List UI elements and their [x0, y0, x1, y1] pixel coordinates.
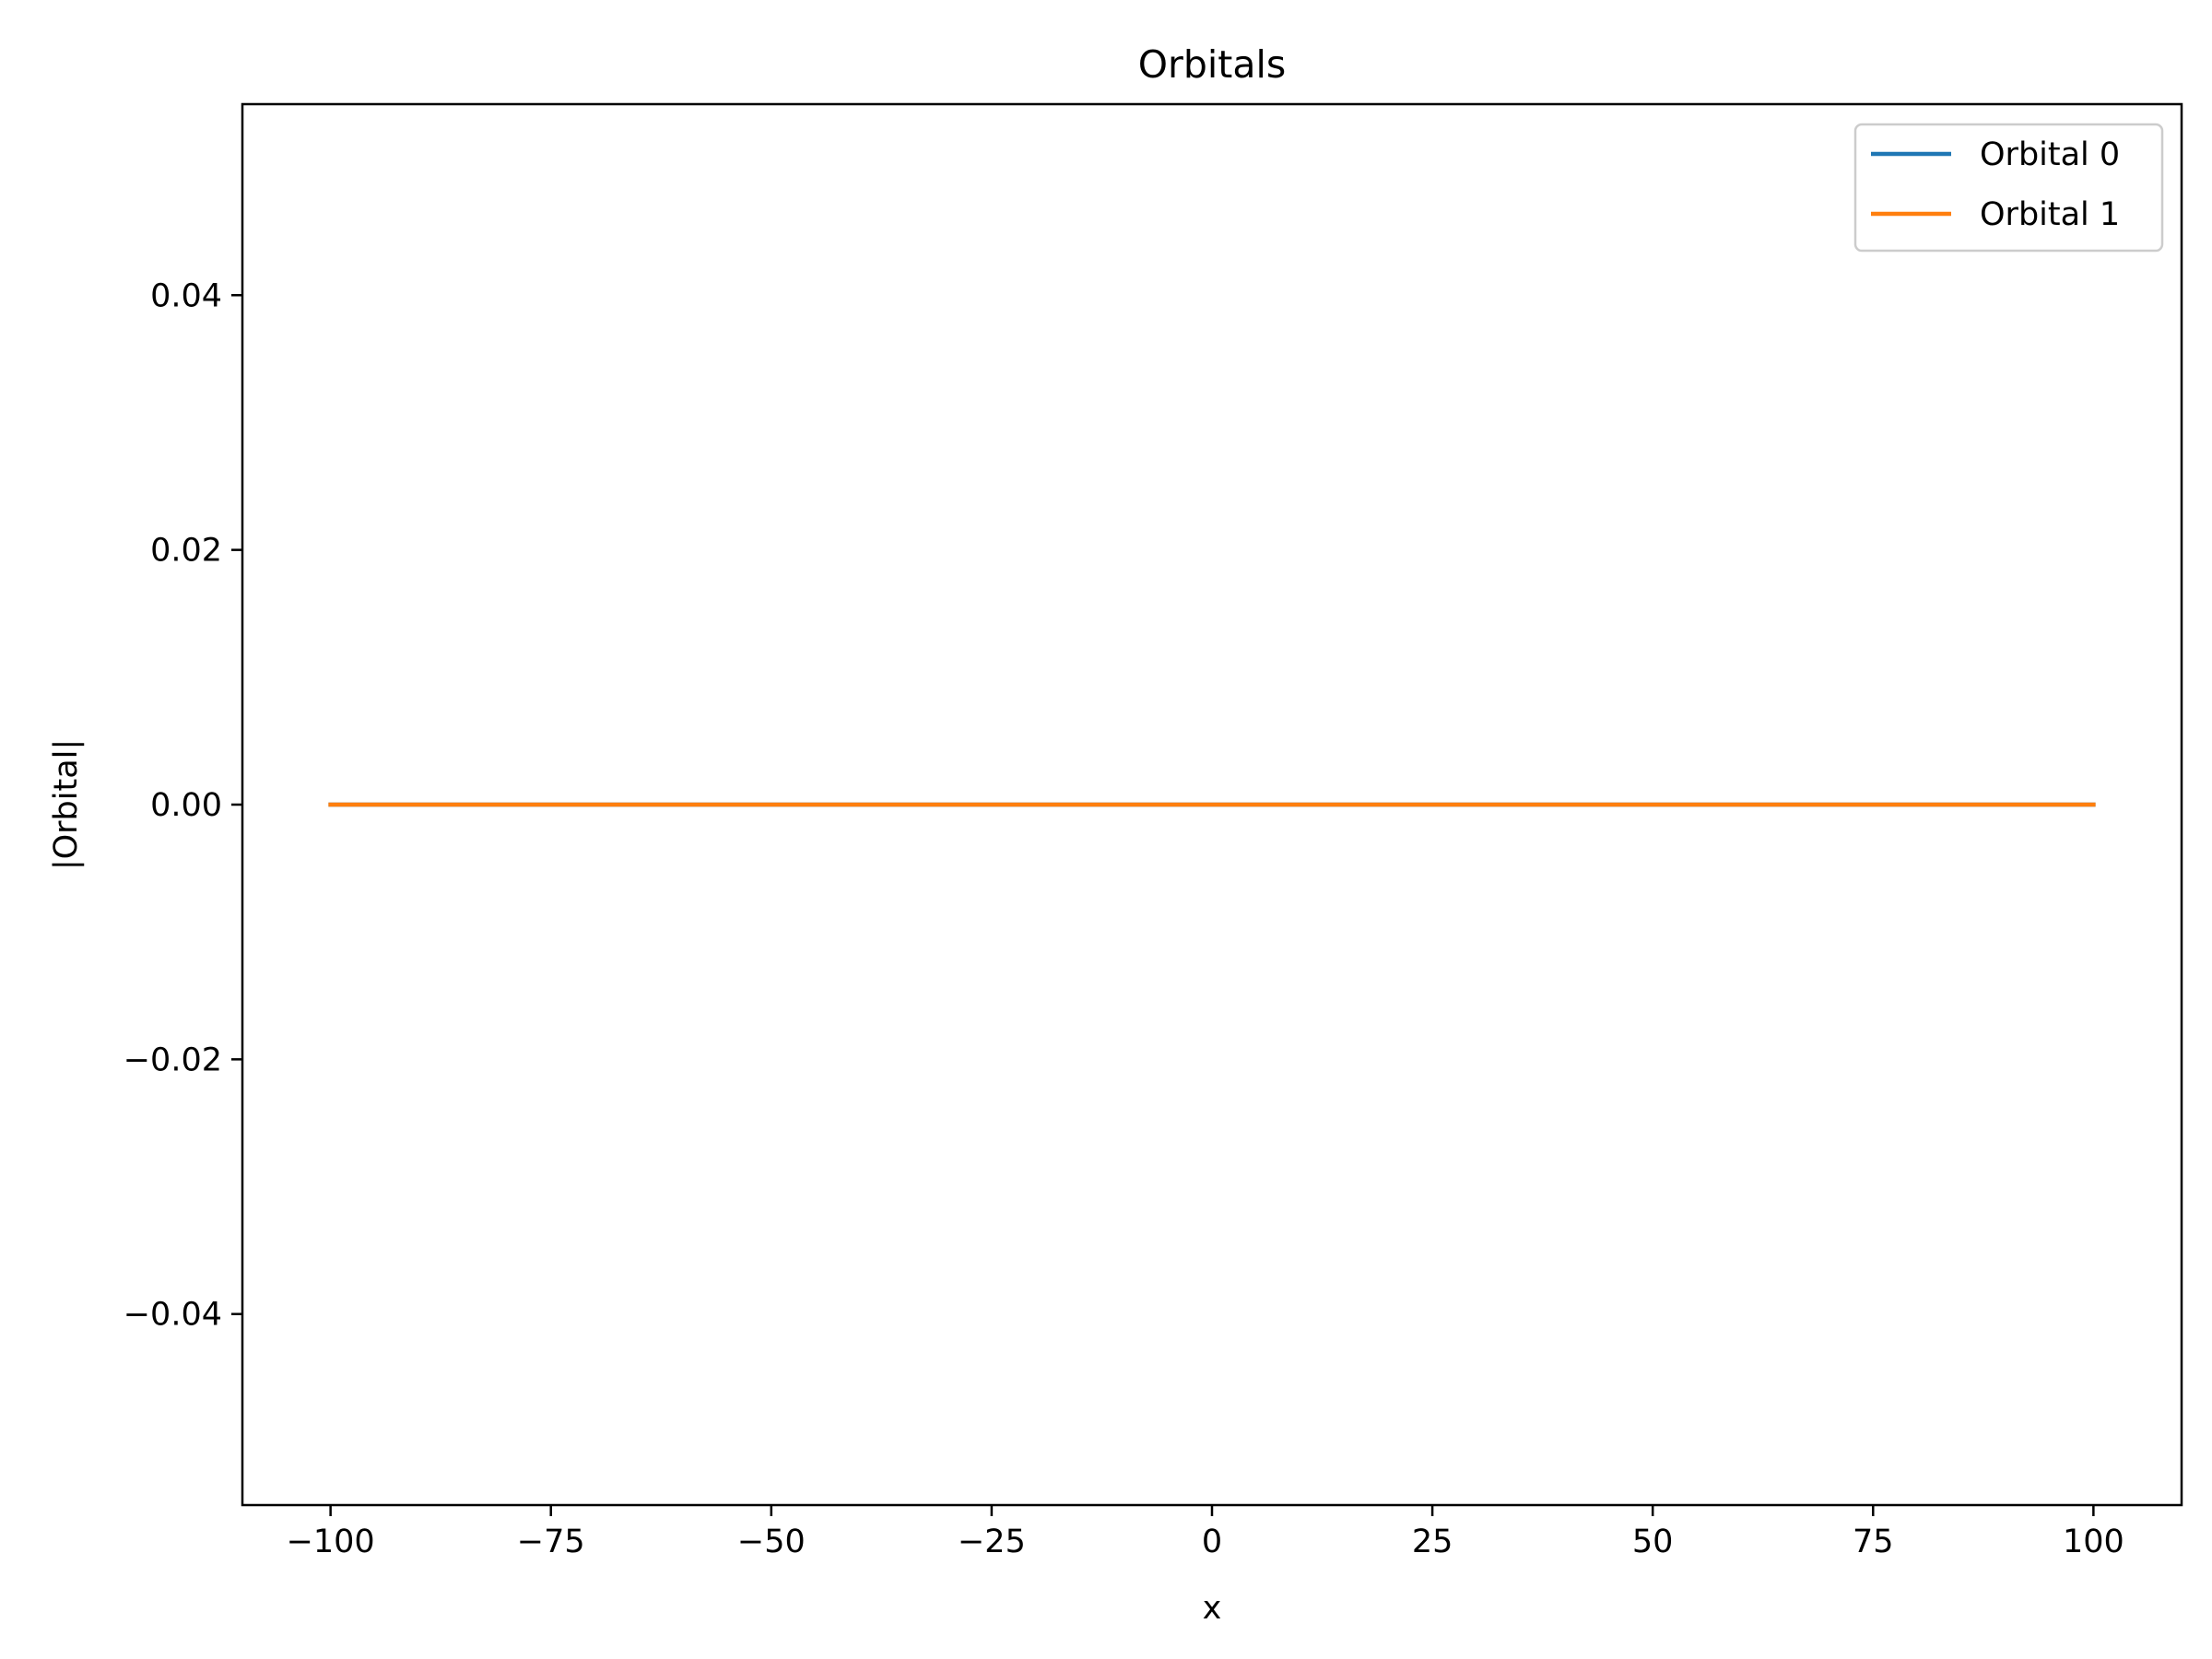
- legend-label-orbital-0: Orbital 0: [1980, 136, 2120, 173]
- y-axis-label: |Orbital|: [48, 739, 85, 870]
- x-tick-label: 50: [1632, 1524, 1674, 1560]
- y-tick-label: −0.02: [124, 1041, 222, 1078]
- x-tick-label: 0: [1202, 1524, 1222, 1560]
- x-tick-label: −100: [287, 1524, 375, 1560]
- y-tick-label: −0.04: [124, 1297, 222, 1334]
- chart-title: Orbitals: [1138, 42, 1287, 87]
- x-tick-label: 75: [1853, 1524, 1894, 1560]
- x-tick-label: −50: [737, 1524, 806, 1560]
- y-tick-label: 0.04: [150, 277, 222, 314]
- x-tick-label: −25: [958, 1524, 1026, 1560]
- x-axis-label: x: [1203, 1590, 1222, 1627]
- y-tick-label: 0.00: [150, 787, 222, 824]
- legend: Orbital 0 Orbital 1: [1853, 123, 2164, 253]
- x-tick-label: −75: [517, 1524, 585, 1560]
- x-tick-label: 100: [2063, 1524, 2124, 1560]
- y-axis: −0.04 −0.02 0.00 0.02 0.04: [124, 277, 242, 1334]
- x-axis: −100 −75 −50 −25 0 25 50 75 100: [287, 1505, 2124, 1560]
- legend-label-orbital-1: Orbital 1: [1980, 196, 2120, 233]
- y-tick-label: 0.02: [150, 533, 222, 570]
- x-tick-label: 25: [1412, 1524, 1453, 1560]
